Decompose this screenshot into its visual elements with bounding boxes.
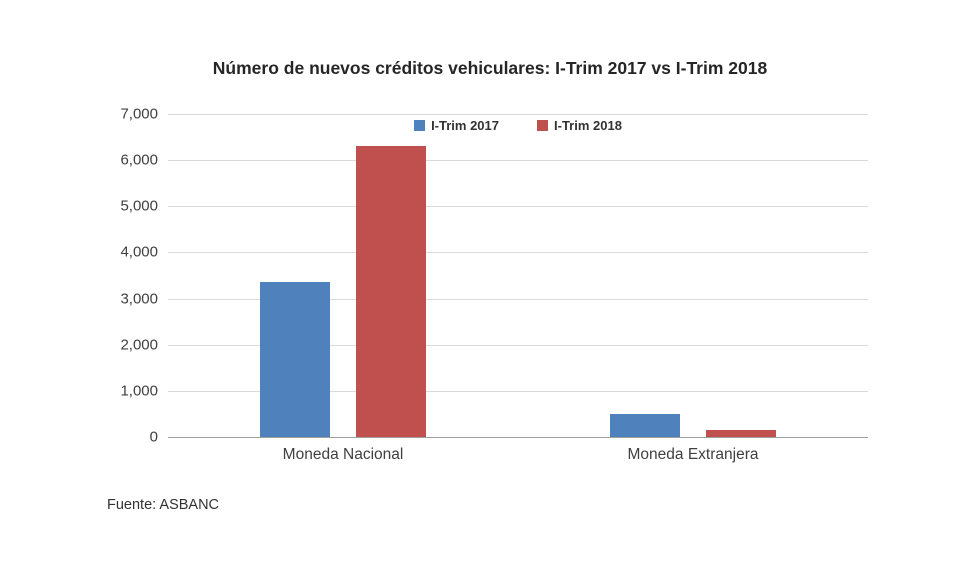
legend-item-2018: I-Trim 2018 xyxy=(537,118,622,133)
y-tick-label: 1,000 xyxy=(120,382,158,400)
gridline xyxy=(168,252,868,254)
x-category-label: Moneda Nacional xyxy=(282,446,404,463)
gridline xyxy=(168,206,868,208)
y-tick-label: 7,000 xyxy=(120,105,158,123)
legend-swatch-2018-icon xyxy=(537,120,548,131)
y-tick-label: 0 xyxy=(149,428,158,446)
plot-area xyxy=(168,114,868,438)
y-tick-label: 6,000 xyxy=(120,151,158,169)
gridline xyxy=(168,114,868,115)
bar xyxy=(610,414,680,437)
chart-title: Número de nuevos créditos vehiculares: I… xyxy=(212,58,768,78)
legend-label-2017: I-Trim 2017 xyxy=(431,118,499,133)
gridline xyxy=(168,298,868,300)
y-tick-label: 2,000 xyxy=(120,336,158,354)
legend-label-2018: I-Trim 2018 xyxy=(554,118,622,133)
chart-legend: I-Trim 2017 I-Trim 2018 xyxy=(168,118,868,133)
bar xyxy=(260,282,330,437)
gridline xyxy=(168,344,868,346)
bar xyxy=(356,146,426,437)
bar xyxy=(706,429,776,437)
source-note: Fuente: ASBANC xyxy=(107,497,220,513)
gridline xyxy=(168,390,868,392)
gridline xyxy=(168,160,868,162)
y-tick-label: 5,000 xyxy=(120,197,158,215)
y-tick-label: 3,000 xyxy=(120,290,158,308)
legend-item-2017: I-Trim 2017 xyxy=(414,118,499,133)
y-tick-label: 4,000 xyxy=(120,243,158,261)
x-category-label: Moneda Extranjera xyxy=(627,446,759,463)
legend-swatch-2017-icon xyxy=(414,120,426,131)
y-axis: 0 1,000 2,000 3,000 4,000 5,000 6,000 7,000 xyxy=(0,106,158,446)
